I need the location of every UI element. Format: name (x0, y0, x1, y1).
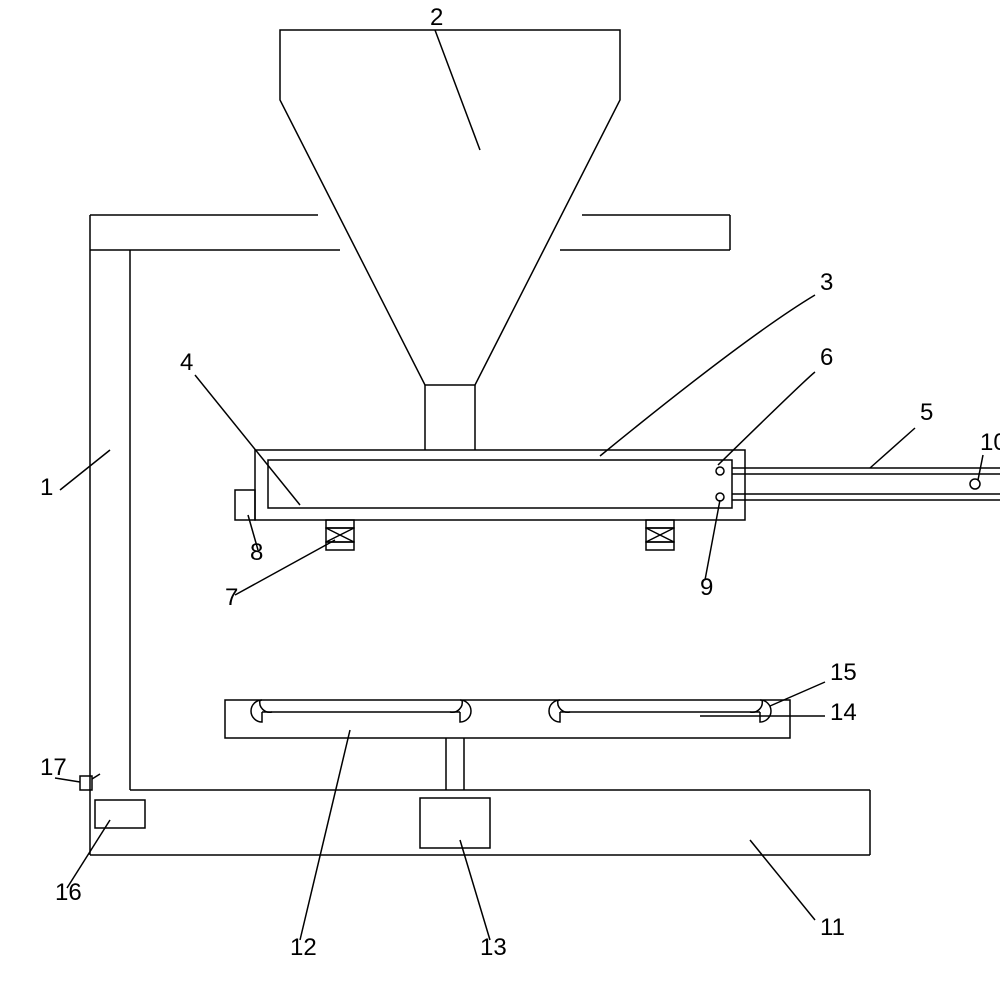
label-1: 1 (40, 474, 53, 501)
motor (420, 798, 490, 848)
label-14: 14 (830, 699, 857, 726)
tray-assembly (235, 450, 1000, 550)
label-11: 11 (820, 914, 845, 941)
label-4: 4 (180, 349, 193, 376)
lower-hinge (716, 493, 724, 501)
label-7: 7 (225, 584, 238, 611)
label-5: 5 (920, 399, 933, 426)
label-9: 9 (700, 574, 713, 601)
label-3: 3 (820, 269, 833, 296)
label-6: 6 (820, 344, 833, 371)
label-13: 13 (480, 934, 507, 961)
upper-hinge (716, 467, 724, 475)
hopper (280, 30, 620, 450)
technical-diagram: 1234567891011121314151617 (0, 0, 1000, 984)
pipe-cap (970, 479, 980, 489)
turntable (225, 700, 790, 848)
support-frame (90, 215, 870, 855)
label-15: 15 (830, 659, 857, 686)
left-tab (235, 490, 255, 520)
label-2: 2 (430, 4, 443, 31)
labels: 1234567891011121314151617 (40, 4, 1000, 961)
label-16: 16 (55, 879, 82, 906)
label-10: 10 (980, 429, 1000, 456)
label-8: 8 (250, 539, 263, 566)
label-12: 12 (290, 934, 317, 961)
label-17: 17 (40, 754, 67, 781)
